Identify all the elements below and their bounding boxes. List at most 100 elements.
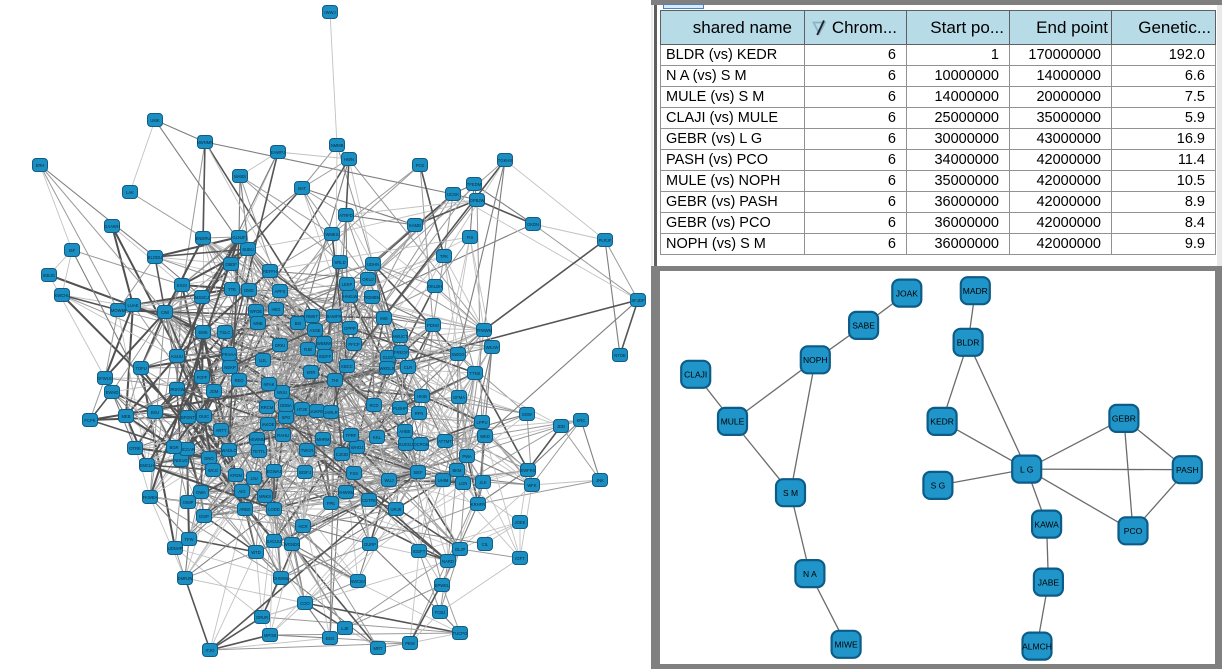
svg-text:LAK: LAK bbox=[126, 190, 134, 195]
svg-text:ALMCH: ALMCH bbox=[1022, 641, 1052, 651]
svg-text:FREOF: FREOF bbox=[394, 350, 409, 355]
svg-text:EWFRS: EWFRS bbox=[520, 468, 535, 473]
svg-text:LGN: LGN bbox=[459, 481, 468, 486]
svg-text:WMES: WMES bbox=[325, 232, 338, 237]
svg-text:NTOE: NTOE bbox=[614, 353, 626, 358]
svg-text:ATTMT: ATTMT bbox=[438, 439, 452, 444]
svg-text:JJU: JJU bbox=[250, 476, 257, 481]
svg-text:HCR: HCR bbox=[298, 524, 307, 529]
svg-text:WTD: WTD bbox=[251, 550, 261, 555]
svg-text:WADLO: WADLO bbox=[221, 448, 237, 453]
svg-text:MHRM: MHRM bbox=[316, 437, 330, 442]
svg-text:L G: L G bbox=[1020, 464, 1033, 474]
svg-text:APFS: APFS bbox=[275, 289, 286, 294]
svg-text:WCCAR: WCCAR bbox=[179, 447, 195, 452]
svg-text:TUCPG: TUCPG bbox=[453, 631, 468, 636]
svg-text:BFDNT: BFDNT bbox=[181, 415, 195, 420]
svg-text:GLNJF: GLNJF bbox=[232, 235, 246, 240]
svg-text:BGIFJ: BGIFJ bbox=[299, 470, 311, 475]
svg-text:GFMA: GFMA bbox=[453, 395, 465, 400]
svg-text:UDHN: UDHN bbox=[367, 262, 379, 267]
svg-text:HAKLW: HAKLW bbox=[343, 294, 358, 299]
svg-text:JOM: JOM bbox=[210, 389, 219, 394]
svg-text:FIS: FIS bbox=[467, 235, 474, 240]
svg-text:RFN: RFN bbox=[415, 411, 424, 416]
svg-text:TOFU: TOFU bbox=[135, 366, 146, 371]
svg-text:REO: REO bbox=[234, 378, 244, 383]
svg-text:WFK: WFK bbox=[527, 483, 537, 488]
svg-text:JARLR: JARLR bbox=[324, 410, 337, 415]
svg-text:DMG: DMG bbox=[244, 288, 254, 293]
svg-text:KAWA: KAWA bbox=[1034, 519, 1059, 529]
svg-text:WEJW: WEJW bbox=[486, 345, 499, 350]
svg-text:GAAWH: GAAWH bbox=[104, 224, 120, 229]
svg-text:OIMP: OIMP bbox=[183, 500, 194, 505]
svg-text:GURP: GURP bbox=[364, 542, 376, 547]
svg-text:OPBJW: OPBJW bbox=[470, 198, 485, 203]
svg-text:TTE: TTE bbox=[228, 287, 236, 292]
svg-text:HKIB: HKIB bbox=[417, 394, 427, 399]
svg-text:WFDE: WFDE bbox=[250, 309, 263, 314]
svg-text:NARD: NARD bbox=[442, 559, 454, 564]
svg-text:IGDFT: IGDFT bbox=[413, 549, 426, 554]
svg-text:ENDRU: ENDRU bbox=[196, 236, 211, 241]
svg-text:PFCP: PFCP bbox=[348, 342, 359, 347]
svg-text:FCPK: FCPK bbox=[84, 418, 95, 423]
svg-text:JDD: JDD bbox=[557, 424, 565, 429]
svg-text:LPPU: LPPU bbox=[477, 420, 488, 425]
svg-text:CIL: CIL bbox=[482, 542, 489, 547]
svg-text:MIWE: MIWE bbox=[835, 640, 858, 650]
svg-text:JOEE: JOEE bbox=[515, 520, 526, 525]
svg-text:BGR: BGR bbox=[169, 445, 178, 450]
svg-text:SUBU: SUBU bbox=[242, 247, 254, 252]
svg-text:NEKP: NEKP bbox=[224, 365, 236, 370]
svg-text:JLK: JLK bbox=[479, 480, 486, 485]
svg-text:PCE: PCE bbox=[416, 163, 425, 168]
svg-text:EAWPJ: EAWPJ bbox=[271, 150, 285, 155]
svg-text:OTRE: OTRE bbox=[129, 446, 141, 451]
svg-text:IWWJ: IWWJ bbox=[324, 10, 335, 15]
svg-text:PKHAA: PKHAA bbox=[222, 352, 236, 357]
svg-text:WUJ: WUJ bbox=[384, 478, 393, 483]
svg-text:RWIIT: RWIIT bbox=[306, 314, 318, 319]
svg-text:ORUR: ORUR bbox=[256, 615, 268, 620]
svg-text:KBCC: KBCC bbox=[341, 364, 353, 369]
svg-text:MRT: MRT bbox=[374, 646, 383, 651]
svg-text:OHWWL: OHWWL bbox=[273, 576, 290, 581]
svg-text:UDNHP: UDNHP bbox=[168, 546, 183, 551]
svg-text:GEBR: GEBR bbox=[1112, 414, 1136, 424]
svg-text:OLJP: OLJP bbox=[455, 547, 466, 552]
svg-text:ARTT: ARTT bbox=[216, 428, 227, 433]
svg-text:TFEDM: TFEDM bbox=[467, 182, 482, 187]
svg-text:DSIP: DSIP bbox=[199, 514, 209, 519]
svg-text:HEG: HEG bbox=[271, 307, 280, 312]
svg-text:DNO: DNO bbox=[204, 456, 214, 461]
svg-text:UMK: UMK bbox=[150, 118, 160, 123]
svg-text:CDTPE: CDTPE bbox=[362, 498, 376, 503]
svg-text:DFWUC: DFWUC bbox=[97, 376, 113, 381]
svg-text:BKM: BKM bbox=[452, 468, 462, 473]
svg-text:OKLBH: OKLBH bbox=[428, 284, 442, 289]
svg-text:KSUU: KSUU bbox=[171, 354, 183, 359]
svg-text:TPK: TPK bbox=[440, 254, 448, 259]
svg-text:KWCHL: KWCHL bbox=[54, 293, 70, 298]
svg-text:OBDF: OBDF bbox=[225, 262, 237, 267]
svg-text:ASSE: ASSE bbox=[309, 328, 320, 333]
svg-text:LUAE: LUAE bbox=[128, 303, 139, 308]
svg-text:WCG: WCG bbox=[208, 468, 218, 473]
svg-text:MNKS: MNKS bbox=[259, 494, 271, 499]
svg-text:PCO: PCO bbox=[1124, 526, 1143, 536]
svg-text:CLAJI: CLAJI bbox=[684, 370, 707, 380]
svg-text:SRLD: SRLD bbox=[334, 260, 345, 265]
svg-text:AIG: AIG bbox=[238, 489, 245, 494]
svg-text:SPG: SPG bbox=[282, 415, 291, 420]
svg-text:S M: S M bbox=[783, 488, 798, 498]
svg-text:ERH: ERH bbox=[36, 163, 45, 168]
svg-text:OKUJ: OKUJ bbox=[362, 277, 373, 282]
svg-text:EKU: EKU bbox=[151, 410, 160, 415]
svg-text:NFAK: NFAK bbox=[264, 382, 275, 387]
svg-text:AHBE: AHBE bbox=[399, 429, 411, 434]
svg-text:UHIM: UHIM bbox=[438, 478, 449, 483]
svg-text:EEG: EEG bbox=[326, 636, 335, 641]
svg-text:JOAK: JOAK bbox=[896, 288, 919, 298]
